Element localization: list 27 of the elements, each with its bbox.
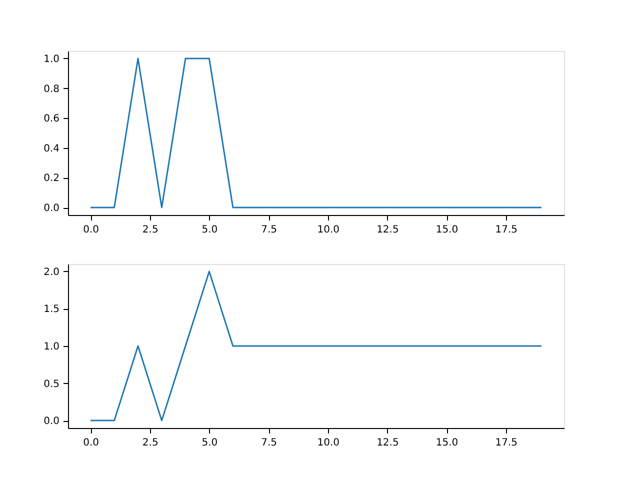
- x-tick-label: 5.0: [202, 224, 218, 236]
- y-tick-label: 0.6: [44, 114, 60, 125]
- x-tick-label: 12.5: [376, 438, 399, 448]
- x-tick-label: 2.5: [142, 438, 158, 448]
- x-tick-label: 17.5: [495, 438, 518, 448]
- y-tick-label: 1.0: [44, 342, 60, 352]
- x-tick-label: 2.5: [142, 224, 158, 236]
- x-tick-label: 17.5: [495, 224, 518, 236]
- y-tick-label: 0.5: [44, 378, 60, 390]
- y-tick-label: 1.0: [44, 54, 60, 65]
- x-tick-label: 5.0: [202, 438, 218, 448]
- x-tick-label: 0.0: [83, 438, 99, 448]
- y-tick-label: 1.5: [44, 304, 60, 316]
- y-tick-label: 0.2: [44, 173, 60, 184]
- y-tick-label: 0.4: [44, 143, 60, 154]
- y-tick-label: 0.0: [44, 416, 60, 428]
- x-tick-label: 15.0: [436, 438, 458, 448]
- x-tick-label: 10.0: [317, 224, 340, 236]
- x-tick-label: 7.5: [261, 438, 277, 448]
- y-tick-label: 0.0: [44, 203, 60, 214]
- x-tick-label: 10.0: [317, 438, 340, 448]
- x-tick-label: 12.5: [376, 224, 399, 236]
- x-tick-label: 15.0: [436, 224, 458, 236]
- x-tick-label: 7.5: [261, 224, 277, 236]
- y-tick-label: 2.0: [44, 266, 60, 278]
- y-tick-label: 0.8: [44, 84, 60, 95]
- x-tick-label: 0.0: [83, 224, 99, 236]
